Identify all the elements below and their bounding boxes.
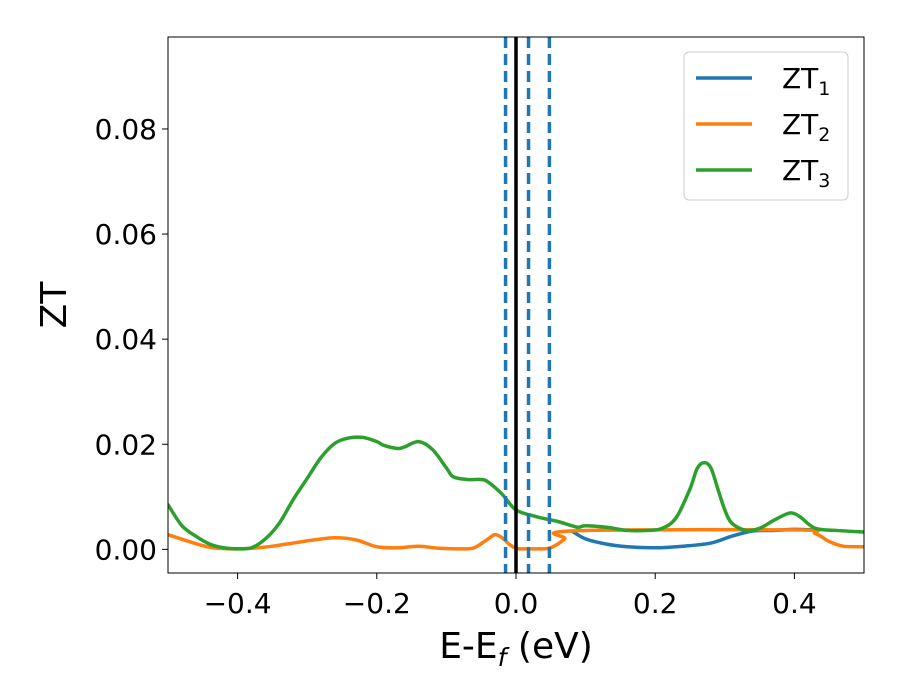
y-tick-label: 0.06 <box>95 218 157 251</box>
y-tick-label: 0.04 <box>95 323 157 356</box>
x-tick-label: −0.4 <box>204 587 272 620</box>
legend-label-zt3: ZT3 <box>782 154 830 192</box>
y-tick-label: 0.08 <box>95 113 157 146</box>
y-tick-label: 0.02 <box>95 428 157 461</box>
series-line-zt1 <box>569 527 818 550</box>
x-tick-label: 0.0 <box>494 587 539 620</box>
x-tick-label: 0.4 <box>772 587 817 620</box>
series-line-zt3 <box>168 435 864 551</box>
y-axis-label: ZT <box>34 281 75 329</box>
x-tick-label: −0.2 <box>343 587 411 620</box>
x-tick-label: 0.2 <box>633 587 678 620</box>
legend-label-zt2: ZT2 <box>782 108 830 146</box>
y-tick-label: 0.00 <box>95 533 157 566</box>
legend: ZT1 ZT2 ZT3 <box>683 51 849 201</box>
plot-area <box>168 37 864 573</box>
x-axis-label: E-Ef (eV) <box>439 626 593 672</box>
y-axis: 0.00 0.02 0.04 0.06 0.08 <box>95 113 168 566</box>
legend-box <box>683 51 849 201</box>
legend-label-zt1: ZT1 <box>782 62 830 100</box>
x-axis: −0.4 −0.2 0.0 0.2 0.4 <box>204 573 817 620</box>
